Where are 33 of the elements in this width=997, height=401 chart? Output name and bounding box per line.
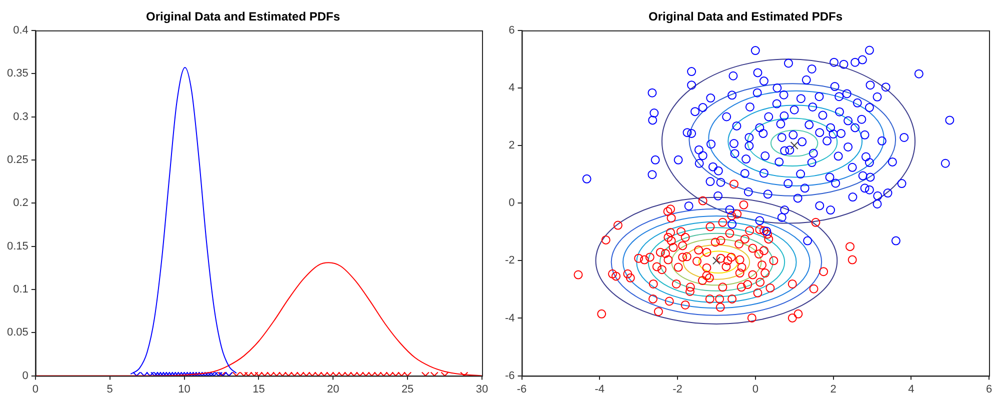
line-series (130, 67, 237, 375)
y-tick-label: 0.05 (6, 326, 28, 339)
y-tick-label: 0 (508, 197, 515, 210)
x-tick-label: 0 (752, 383, 758, 396)
y-tick-label: 0.15 (6, 240, 28, 252)
y-tick-label: 6 (508, 24, 515, 36)
y-tick-label: 0.25 (6, 154, 28, 166)
x-tick-label: 30 (476, 383, 488, 396)
x-tick-label: 10 (178, 383, 190, 396)
y-tick-label: 0 (22, 370, 28, 382)
x-tick-label: 25 (401, 383, 414, 396)
y-tick-label: 0.4 (13, 24, 28, 36)
y-tick-label: 0.35 (6, 68, 28, 80)
x-tick-label: 2 (830, 383, 836, 396)
chart-title: Original Data and Estimated PDFs (648, 10, 843, 24)
y-tick-label: -2 (505, 254, 515, 267)
x-tick-label: -4 (594, 383, 605, 396)
y-tick-label: 0.2 (13, 197, 28, 210)
x-tick-label: 6 (986, 383, 992, 396)
x-tick-label: -6 (516, 383, 527, 396)
y-tick-label: 0.1 (13, 283, 28, 296)
x-tick-label: 5 (106, 383, 113, 396)
x-tick-label: 20 (327, 383, 340, 396)
x-tick-label: 4 (908, 383, 914, 396)
y-tick-label: -6 (505, 370, 515, 382)
x-tick-label: -2 (672, 383, 682, 396)
y-tick-label: -4 (505, 312, 515, 324)
x-tick-label: 15 (252, 383, 265, 396)
y-tick-label: 4 (508, 82, 515, 94)
y-tick-label: 2 (508, 140, 515, 152)
x-tick-label: 0 (32, 383, 38, 396)
y-tick-label: 0.3 (13, 110, 28, 123)
chart-title: Original Data and Estimated PDFs (146, 10, 340, 24)
